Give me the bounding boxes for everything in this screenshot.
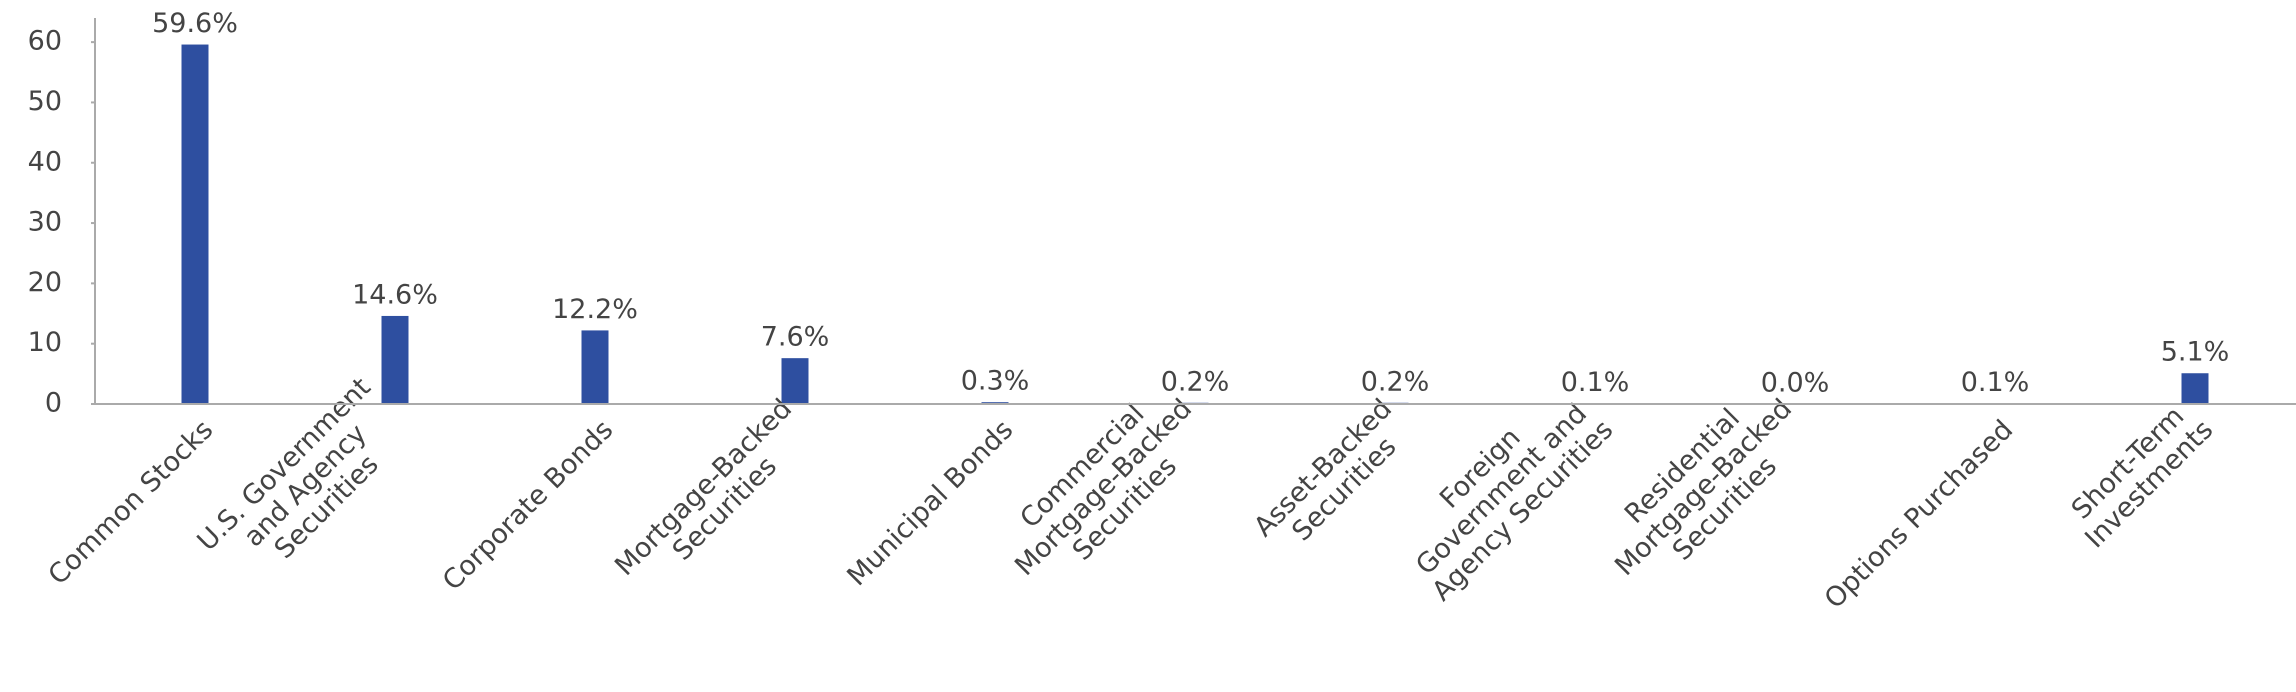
y-tick-label: 20 <box>28 267 62 298</box>
x-tick-label-line: Options Purchased <box>1819 414 2019 614</box>
value-label: 0.1% <box>1961 367 2030 398</box>
x-tick-label-line: Corporate Bonds <box>437 414 619 596</box>
value-label: 0.3% <box>961 366 1030 397</box>
value-label: 59.6% <box>152 8 238 39</box>
bar <box>781 358 809 404</box>
x-tick-label: Common Stocks <box>42 414 219 591</box>
y-tick-label: 0 <box>45 388 62 419</box>
value-label: 7.6% <box>761 322 830 353</box>
x-tick-label: Options Purchased <box>1819 414 2019 614</box>
value-label: 0.0% <box>1761 368 1830 399</box>
value-label: 12.2% <box>552 294 638 325</box>
y-tick-label: 60 <box>28 26 62 57</box>
value-label: 5.1% <box>2161 337 2230 368</box>
x-tick-label-line: Common Stocks <box>42 414 219 591</box>
x-tick-label-line: Mortgage-Backed <box>1009 393 1198 582</box>
bar <box>381 315 409 404</box>
x-tick-label-line: Mortgage-Backed <box>1609 393 1798 582</box>
value-label: 14.6% <box>352 279 438 310</box>
bar <box>181 44 209 404</box>
y-tick-label: 40 <box>28 146 62 177</box>
bar <box>581 330 609 404</box>
x-tick-label-line: Municipal Bonds <box>841 414 1019 592</box>
value-label: 0.2% <box>1161 366 1230 397</box>
y-tick-label: 30 <box>28 207 62 238</box>
y-tick-label: 50 <box>28 86 62 117</box>
y-tick-label: 10 <box>28 327 62 358</box>
bar <box>2181 373 2209 404</box>
value-label: 0.1% <box>1561 367 1630 398</box>
x-tick-label: Corporate Bonds <box>437 414 619 596</box>
value-label: 0.2% <box>1361 366 1430 397</box>
x-tick-label: Municipal Bonds <box>841 414 1019 592</box>
x-tick-label-line: Mortgage-Backed <box>609 393 798 582</box>
